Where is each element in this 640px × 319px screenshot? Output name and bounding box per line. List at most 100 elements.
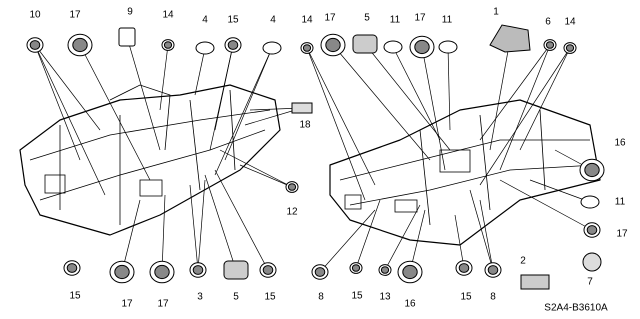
- callout-label: 7: [587, 277, 593, 288]
- plug: [223, 260, 249, 280]
- callout-label: 2: [520, 256, 526, 267]
- callout: 15: [209, 15, 242, 151]
- callout-label: 16: [404, 299, 416, 310]
- leader-line: [224, 47, 273, 161]
- leader-line: [392, 46, 441, 141]
- leader-line: [384, 204, 421, 271]
- leader-line: [214, 47, 273, 176]
- callout-label: 12: [286, 207, 298, 218]
- grommet-inner: [545, 41, 555, 49]
- grommet-inner: [192, 265, 204, 275]
- grommet-inner: [287, 183, 297, 191]
- callout-label: 5: [233, 292, 239, 303]
- callout: 17: [499, 179, 628, 240]
- strip: [291, 102, 313, 114]
- callout: 3: [189, 179, 207, 303]
- callout-label: 8: [490, 292, 496, 303]
- callout: 15: [214, 169, 277, 303]
- callout-label: 15: [69, 291, 81, 302]
- leader-line: [34, 44, 106, 196]
- leader-line: [332, 44, 431, 161]
- callout-label: 16: [614, 138, 626, 149]
- callout-label: 17: [69, 10, 81, 21]
- callout: 6: [479, 17, 557, 171]
- callout: 14: [300, 15, 376, 201]
- grommet-inner: [586, 225, 598, 235]
- callout-label: 11: [442, 15, 453, 26]
- grommet-inner: [584, 162, 600, 178]
- leader-line: [519, 47, 571, 151]
- grommet-inner: [402, 264, 418, 280]
- leader-line: [479, 199, 494, 271]
- leader-line: [189, 184, 199, 271]
- leader-line: [306, 47, 366, 201]
- grommet-inner: [302, 44, 312, 52]
- leader-line: [79, 44, 151, 181]
- leader-line: [194, 47, 206, 96]
- callout-label: 15: [227, 15, 239, 26]
- leader-line: [209, 44, 234, 151]
- pad: [520, 274, 550, 290]
- plug: [195, 41, 215, 55]
- callout: 18: [244, 102, 313, 131]
- leader-line: [499, 44, 551, 171]
- grommet-inner: [314, 267, 326, 277]
- grommet-inner: [458, 263, 470, 273]
- callout-label: 17: [414, 13, 426, 24]
- callout-label: 4: [270, 15, 276, 26]
- right-car-frame: [329, 99, 601, 246]
- callout: 17: [109, 199, 141, 310]
- callout-label: 6: [545, 17, 551, 28]
- leader-line: [454, 214, 465, 269]
- leader-line: [306, 47, 376, 186]
- callout-label: 11: [615, 197, 626, 208]
- grommet-inner: [487, 265, 499, 275]
- callout: 7: [582, 252, 602, 288]
- callout-label: 4: [202, 15, 208, 26]
- leader-line: [161, 194, 166, 273]
- grommet-inner: [565, 44, 575, 52]
- leader-line: [479, 47, 571, 186]
- leader-line: [469, 189, 494, 271]
- callout: 16: [397, 209, 426, 310]
- grommet-inner: [114, 264, 130, 280]
- callout-label: 14: [564, 17, 576, 28]
- grommet-inner: [414, 39, 430, 55]
- callout-label: 17: [157, 299, 169, 310]
- callout: 5: [204, 174, 249, 303]
- callout: 17: [149, 194, 175, 310]
- callout: 2: [520, 256, 550, 290]
- callout-label: 17: [121, 299, 133, 310]
- bracket: [489, 24, 531, 53]
- grommet-inner: [262, 265, 274, 275]
- leader-line: [197, 179, 206, 271]
- leader-line: [447, 46, 451, 131]
- callout: 17: [67, 10, 151, 181]
- grommet-inner: [29, 40, 41, 50]
- callout-label: 15: [351, 291, 363, 302]
- callout: 17: [320, 13, 431, 161]
- plug: [580, 195, 600, 209]
- leader-line: [34, 44, 101, 131]
- callout-label: 15: [264, 292, 276, 303]
- callout-label: 18: [299, 120, 311, 131]
- leader-line: [121, 199, 141, 273]
- callout-label: 11: [390, 15, 401, 26]
- leader-line: [204, 174, 237, 271]
- leader-line: [219, 149, 293, 188]
- plug: [383, 40, 403, 54]
- callout-label: 17: [324, 13, 336, 24]
- callout: 15: [349, 199, 381, 302]
- callout-label: 15: [460, 292, 472, 303]
- callout: 13: [378, 204, 421, 303]
- grommet-inner: [154, 264, 170, 280]
- leader-line: [319, 209, 376, 273]
- callout: 11: [529, 179, 626, 209]
- callout: 14: [159, 10, 175, 111]
- callout-label: 14: [301, 15, 313, 26]
- grommet-inner: [380, 266, 390, 274]
- plug: [262, 41, 282, 55]
- callout: 9: [118, 7, 161, 151]
- plug: [352, 34, 378, 54]
- leader-line: [355, 199, 381, 269]
